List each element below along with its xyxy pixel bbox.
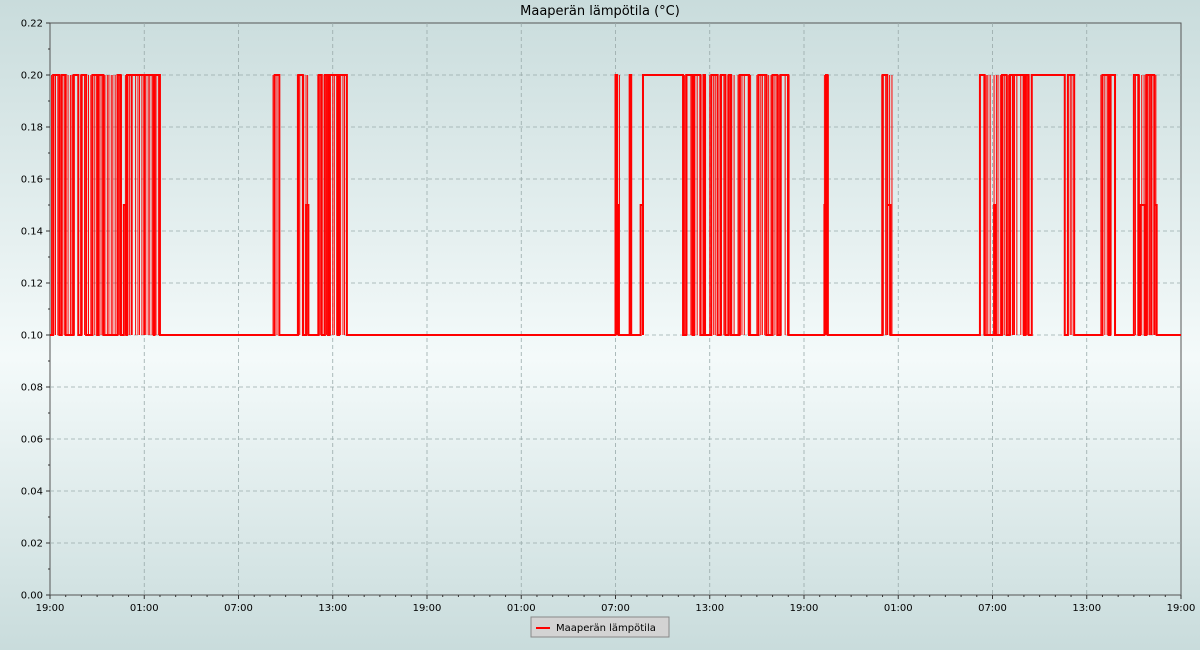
x-tick-label: 07:00 xyxy=(978,603,1007,614)
y-tick-label: 0.20 xyxy=(21,71,43,82)
y-tick-label: 0.18 xyxy=(21,123,43,134)
y-tick-label: 0.08 xyxy=(21,383,43,394)
x-tick-label: 01:00 xyxy=(507,603,536,614)
legend-label: Maaperän lämpötila xyxy=(556,623,656,634)
y-tick-label: 0.12 xyxy=(21,279,43,290)
x-tick-label: 13:00 xyxy=(318,603,347,614)
series-line xyxy=(50,74,1181,336)
y-tick-label: 0.16 xyxy=(21,175,43,186)
y-tick-label: 0.22 xyxy=(21,19,43,30)
x-tick-label: 01:00 xyxy=(884,603,913,614)
y-tick-label: 0.04 xyxy=(21,487,43,498)
y-tick-label: 0.06 xyxy=(21,435,43,446)
x-tick-label: 19:00 xyxy=(413,603,442,614)
x-tick-label: 07:00 xyxy=(224,603,253,614)
legend-box xyxy=(530,616,670,638)
y-tick-label: 0.00 xyxy=(21,591,43,602)
x-tick-label: 13:00 xyxy=(695,603,724,614)
x-axis: 19:00 01:00 07:00 13:00 19:00 01:00 07:00 13:00… xyxy=(36,595,1196,614)
chart-title: Maaperän lämpötila (°C) xyxy=(520,4,680,19)
y-tick-label: 0.02 xyxy=(21,539,43,550)
x-tick-label: 01:00 xyxy=(130,603,159,614)
x-tick-label: 19:00 xyxy=(36,603,65,614)
y-tick-label: 0.10 xyxy=(21,331,43,342)
legend: Maaperän lämpötila xyxy=(530,616,670,638)
series-maaperan-lampotila xyxy=(50,74,1181,336)
y-tick-label: 0.14 xyxy=(21,227,43,238)
x-tick-label: 07:00 xyxy=(601,603,630,614)
x-tick-label: 19:00 xyxy=(1167,603,1196,614)
grid xyxy=(50,23,1181,595)
x-tick-label: 19:00 xyxy=(790,603,819,614)
y-axis: 0.00 0.02 0.04 0.06 0.08 0.10 0.12 0.14 0.16 0.18… xyxy=(21,19,50,602)
x-tick-label: 13:00 xyxy=(1072,603,1101,614)
